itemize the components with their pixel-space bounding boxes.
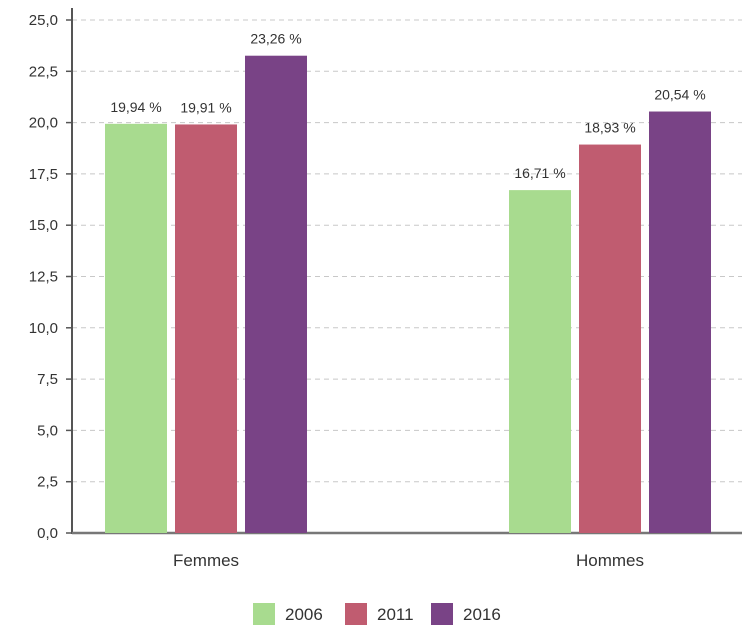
- legend-label-2016: 2016: [463, 605, 501, 624]
- data-label: 20,54 %: [654, 87, 705, 103]
- y-tick-label: 20,0: [29, 115, 58, 132]
- bar-hommes-2016: [649, 111, 711, 534]
- bars: [105, 55, 711, 534]
- data-label: 23,26 %: [250, 31, 301, 47]
- legend-label-2006: 2006: [285, 605, 323, 624]
- bar-hommes-2011: [579, 144, 641, 533]
- bar-femmes-2011: [175, 124, 237, 533]
- y-tick-label: 0,0: [37, 525, 58, 542]
- bar-hommes-2006: [509, 190, 571, 534]
- legend-swatch-2016: [431, 603, 453, 625]
- data-label: 18,93 %: [584, 120, 635, 136]
- y-tick-label: 7,5: [37, 371, 58, 388]
- y-tick-label: 25,0: [29, 12, 58, 29]
- legend-label-2011: 2011: [377, 605, 414, 624]
- bar-femmes-2006: [105, 123, 167, 533]
- bar-femmes-2016: [245, 55, 307, 533]
- gridlines: [72, 19, 742, 483]
- y-tick-label: 17,5: [29, 166, 58, 183]
- axes: 0,0 2,5 5,0 7,5 10,0 12,5 15,0 17,5 20,0 22,5 25,0…: [29, 8, 742, 570]
- y-tick-label: 2,5: [37, 474, 58, 491]
- y-tick-label: 5,0: [37, 422, 58, 439]
- data-label: 19,91 %: [180, 99, 231, 115]
- y-tick-label: 12,5: [29, 269, 58, 286]
- y-tick-label: 22,5: [29, 63, 58, 80]
- data-label: 16,71 %: [514, 165, 565, 181]
- x-tick-label: Femmes: [173, 551, 239, 570]
- data-label: 19,94 %: [110, 99, 161, 115]
- legend-swatch-2006: [253, 603, 275, 625]
- x-tick-label: Hommes: [576, 551, 644, 570]
- y-tick-label: 10,0: [29, 320, 58, 337]
- y-tick-label: 15,0: [29, 217, 58, 234]
- legend: 2006 2011 2016: [253, 603, 501, 625]
- data-labels: 19,94 % 19,91 % 23,26 % 16,71 % 18,93 % 20,54…: [110, 31, 705, 181]
- legend-swatch-2011: [345, 603, 367, 625]
